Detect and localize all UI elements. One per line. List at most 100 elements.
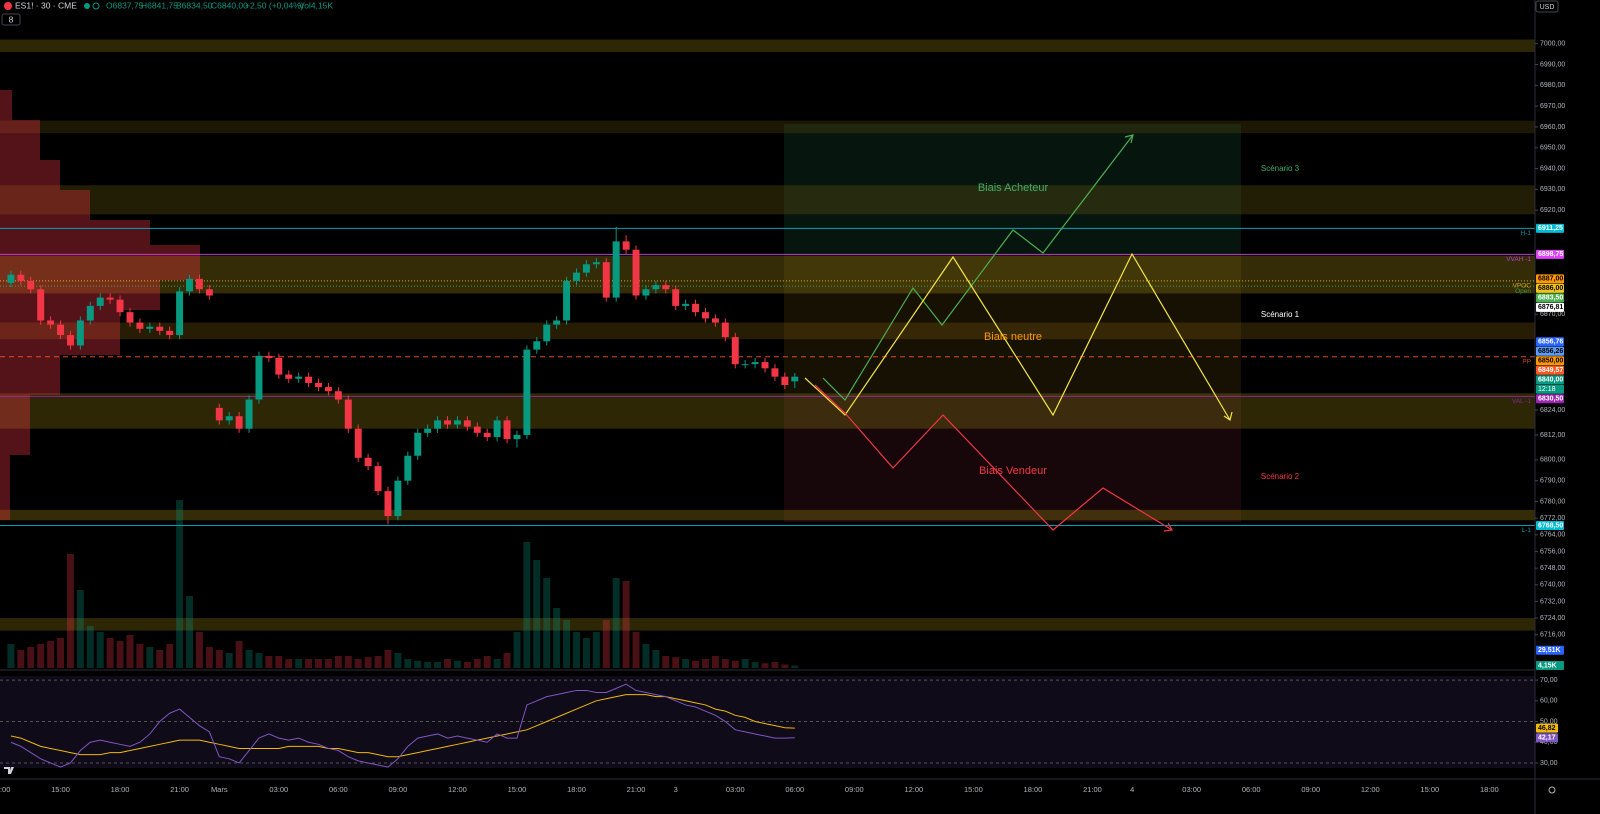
y-tick-label: 6756,00 — [1540, 548, 1565, 555]
x-tick-label: 06:00 — [785, 785, 804, 794]
candle-body — [404, 455, 412, 481]
price-badge — [1536, 520, 1564, 530]
bear-area — [784, 397, 1241, 522]
candle-body — [106, 297, 114, 300]
annotation: Scénario 2 — [1261, 472, 1300, 481]
candle-body — [463, 420, 471, 427]
indicator-count[interactable]: 8 — [9, 14, 14, 24]
candle-body — [483, 432, 491, 438]
y-tick-label: 6990,00 — [1540, 61, 1565, 68]
x-tick-label: 21:00 — [627, 785, 646, 794]
volume-bar — [334, 656, 342, 668]
brand-logo — [4, 767, 14, 774]
volume-badge — [1536, 645, 1564, 655]
candle-body — [493, 420, 501, 438]
price-badge — [1536, 293, 1564, 303]
candle-body — [7, 274, 15, 284]
volume-bar — [533, 560, 541, 668]
x-tick-label: 12:00 — [904, 785, 923, 794]
level-name: L-1 — [1522, 527, 1532, 534]
volume: Vol4,15K — [299, 0, 333, 10]
volume-bar — [176, 500, 184, 668]
header: ES1! · 30 · CME O6837,75 H6841,75 B6834,… — [1, 0, 1559, 26]
candle-body — [642, 289, 650, 296]
x-tick-label: Mars — [211, 785, 228, 794]
volume-bar — [195, 632, 203, 668]
y-tick-label: 7000,00 — [1540, 41, 1565, 48]
candle-body — [563, 280, 571, 321]
profile-bar — [0, 455, 10, 520]
y-tick-label: 6716,00 — [1540, 632, 1565, 639]
volume-badge-label: 29,51K — [1538, 647, 1561, 654]
x-tick-label: 15:00 — [964, 785, 983, 794]
candle-body — [632, 249, 640, 296]
price-badge-label: 6768,50 — [1538, 522, 1563, 529]
volume-bar — [37, 644, 45, 668]
price-badge-label: 6856,26 — [1538, 348, 1563, 355]
candle-body — [602, 262, 610, 298]
volume-bar — [96, 632, 104, 668]
candle-body — [305, 376, 313, 383]
rsi-badge-label: 46,82 — [1538, 725, 1556, 732]
candle-body — [156, 326, 164, 331]
currency[interactable]: USD — [1540, 4, 1555, 11]
candle-body — [533, 341, 541, 350]
price-badge — [1536, 274, 1564, 284]
candle-body — [37, 289, 45, 321]
candle-body — [344, 399, 352, 429]
candle-body — [692, 303, 700, 313]
candle-body — [453, 420, 461, 425]
x-tick-label: 18:00 — [1024, 785, 1043, 794]
volume-bar — [156, 650, 164, 668]
zone — [0, 393, 1535, 429]
volume-bar — [791, 665, 799, 668]
volume-bar — [553, 608, 561, 668]
volume-bar — [364, 657, 372, 668]
candle-body — [711, 318, 719, 323]
level-name: PP — [1522, 358, 1531, 365]
volume-bar — [235, 641, 243, 668]
candle-body — [781, 376, 789, 385]
x-tick-label: 3 — [674, 785, 678, 794]
candle-body — [672, 289, 680, 306]
volume-bar — [186, 596, 193, 668]
candle-body — [285, 374, 293, 379]
candle-body — [324, 387, 332, 392]
rsi-tick-label: 70,00 — [1540, 677, 1558, 684]
volume-bar — [692, 660, 700, 668]
candle-body — [76, 320, 84, 346]
settings-icon[interactable] — [1548, 786, 1556, 794]
price-badge-label: 6876,81 — [1538, 304, 1563, 311]
rsi-tick-label: 50,00 — [1540, 718, 1558, 725]
currency-button[interactable] — [1535, 0, 1559, 13]
y-tick-label: 6930,00 — [1540, 186, 1565, 193]
candle-body — [702, 312, 709, 319]
candle-body — [523, 349, 531, 435]
profile-bar — [0, 395, 30, 455]
volume-bar — [106, 638, 114, 668]
volume-bar — [642, 644, 650, 668]
y-tick-label: 6772,00 — [1540, 515, 1565, 522]
level-name: Open — [1515, 288, 1531, 295]
volume-bar — [305, 659, 313, 668]
candle-body — [354, 428, 362, 458]
volume-bar — [751, 662, 759, 668]
scenarios — [804, 134, 1233, 532]
arrow-head — [1223, 411, 1233, 421]
x-tick-label: 15:00 — [508, 785, 527, 794]
volume-bar — [136, 644, 144, 668]
y-tick-label: 6950,00 — [1540, 145, 1565, 152]
volume-bar — [315, 659, 322, 668]
x-tick-label: 4 — [1130, 785, 1134, 794]
volume-bar — [463, 662, 471, 668]
indicator-toggle[interactable] — [1, 13, 21, 26]
x-tick-label: 03:00 — [1182, 785, 1201, 794]
candle-body — [126, 312, 134, 323]
price-badge — [1536, 249, 1564, 259]
scenario-3-path — [822, 134, 1134, 401]
annotation: Scénario 3 — [1261, 164, 1300, 173]
y-tick-label: 6748,00 — [1540, 565, 1565, 572]
level-name: H-1 — [1521, 230, 1532, 237]
candle-body — [186, 278, 193, 292]
candle-body — [295, 376, 303, 379]
